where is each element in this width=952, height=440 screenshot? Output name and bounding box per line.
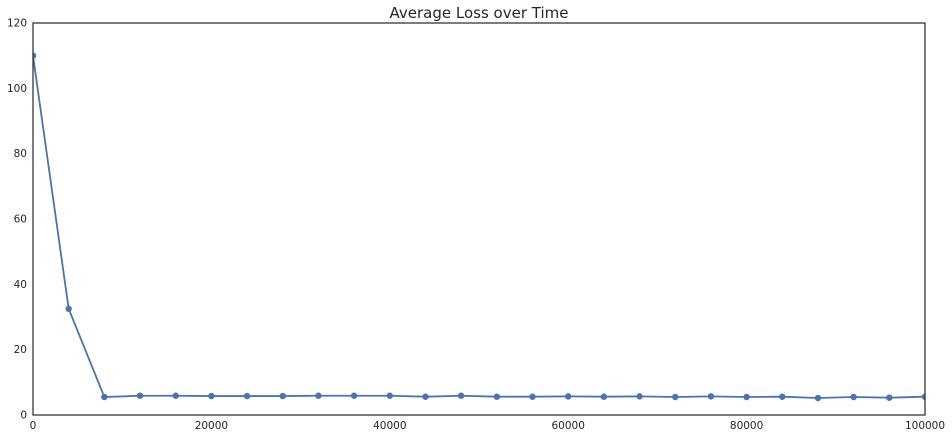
data-point (101, 393, 108, 401)
data-point (636, 393, 643, 400)
data-point (850, 393, 857, 401)
y-tick-label: 60 (14, 214, 27, 226)
y-tick-label: 40 (14, 279, 27, 291)
data-point (493, 393, 501, 400)
data-point (422, 393, 429, 400)
data-point (743, 393, 750, 401)
plot-border (32, 22, 926, 416)
data-point (315, 392, 322, 399)
data-point (136, 392, 144, 399)
y-tick-label: 120 (7, 18, 27, 30)
x-tick-label: 40000 (373, 420, 406, 432)
line-series (33, 55, 925, 399)
chart-title: Average Loss over Time (390, 4, 569, 22)
x-tick-label: 80000 (730, 420, 763, 432)
data-point (243, 392, 251, 400)
data-point (386, 392, 393, 399)
y-tick-label: 0 (20, 410, 27, 422)
data-point (457, 392, 465, 399)
plot-area: 0 20000 40000 60000 80000 100000 0 20 40 60 80 100 1… (7, 18, 945, 433)
x-tick-label: 60000 (551, 420, 584, 432)
y-tick-label: 100 (7, 83, 27, 95)
data-point (65, 305, 72, 313)
y-tick-label: 20 (14, 344, 27, 356)
data-point (814, 394, 822, 402)
data-point (565, 393, 572, 400)
data-point (600, 393, 608, 400)
data-point (779, 393, 786, 400)
data-point (707, 393, 715, 400)
data-point (172, 392, 179, 399)
x-tick-label: 100000 (905, 420, 945, 432)
x-tick-label: 0 (30, 420, 37, 432)
data-point (529, 393, 536, 400)
data-point (886, 394, 893, 401)
data-point (208, 392, 215, 400)
y-tick-label: 80 (14, 148, 27, 160)
data-point (921, 393, 925, 400)
data-point (672, 393, 679, 401)
data-point (33, 52, 37, 59)
x-tick-label: 20000 (195, 420, 228, 432)
data-point (350, 392, 358, 399)
data-point (279, 392, 286, 400)
